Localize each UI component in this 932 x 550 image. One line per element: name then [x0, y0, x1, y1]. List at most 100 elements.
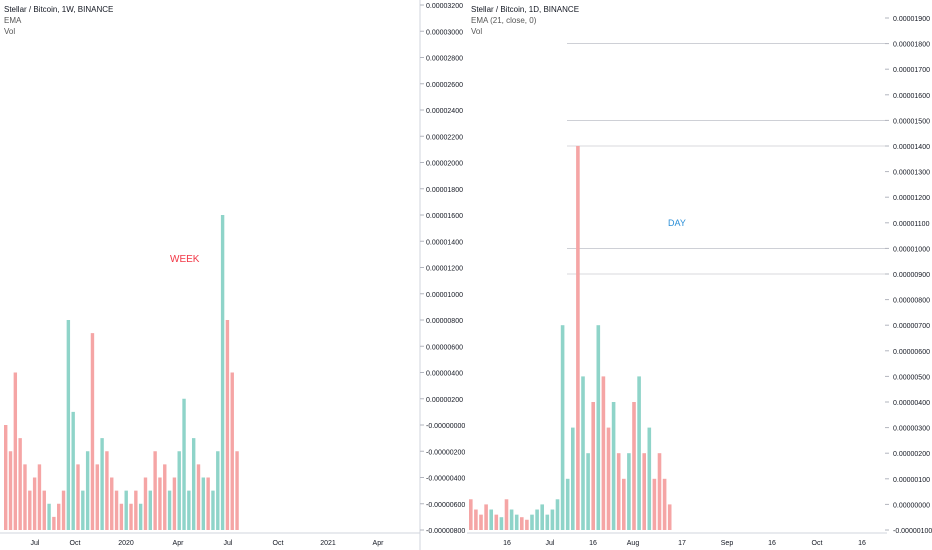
daily-volume-bar: [647, 427, 652, 530]
daily-y-tick-label: -0.00000100: [893, 528, 932, 535]
daily-volume-label: Vol: [471, 27, 483, 36]
daily-volume-bar: [565, 478, 570, 530]
weekly-volume-bar: [61, 490, 66, 530]
weekly-y-tick-label: 0.00003000: [426, 29, 463, 36]
daily-y-tick-label: 0.00001600: [893, 93, 930, 100]
weekly-y-tick-label: 0.00002000: [426, 161, 463, 168]
daily-y-tick-label: 0.00001900: [893, 16, 930, 23]
daily-y-tick-label: 0.00001200: [893, 195, 930, 202]
weekly-y-tick-label: 0.00002400: [426, 108, 463, 115]
weekly-volume-bar: [18, 438, 22, 530]
weekly-annotation: WEEK: [170, 254, 200, 265]
weekly-volume-bar: [196, 464, 201, 530]
weekly-volume-bar: [148, 490, 152, 530]
weekly-chart-canvas[interactable]: 0.00003200 0.00003000 0.00002800 0.00002600…: [0, 0, 467, 550]
daily-chart-canvas[interactable]: 0.00001900 0.00001800 0.00001700 0.00001600…: [467, 0, 932, 550]
daily-y-tick-label: 0.00000500: [893, 374, 930, 381]
weekly-volume-bar: [201, 477, 206, 530]
weekly-volume-bar: [37, 464, 42, 530]
weekly-volume-bar: [153, 451, 157, 530]
daily-chart-legend: Stellar / Bitcoin, 1D, BINANCE EMA (21, …: [471, 4, 579, 37]
daily-y-tick-label: 0.00001700: [893, 67, 930, 74]
weekly-volume-bar: [57, 503, 61, 530]
weekly-y-tick-label: 0.00001600: [426, 213, 463, 220]
weekly-volume-bar: [220, 215, 225, 530]
weekly-volume-bar: [191, 438, 196, 530]
daily-volume-bar: [540, 504, 544, 530]
weekly-x-tick-label: Jul: [31, 540, 40, 547]
daily-volume-bar: [484, 504, 488, 530]
weekly-volume-bar: [100, 438, 104, 530]
weekly-volume-bar: [124, 490, 128, 530]
weekly-volume-bar: [163, 464, 167, 530]
weekly-volume-bar: [23, 464, 27, 530]
daily-x-tick-label: Aug: [627, 540, 640, 547]
weekly-y-tick-label: -0.00000800: [426, 528, 465, 535]
weekly-volume-bar: [167, 490, 172, 530]
weekly-volume-bar: [134, 490, 138, 530]
weekly-volume-bar: [85, 451, 90, 530]
weekly-volume-bar: [114, 490, 119, 530]
weekly-volume-bar: [110, 477, 114, 530]
daily-volume-bar: [637, 376, 641, 530]
weekly-chart-panel[interactable]: Stellar / Bitcoin, 1W, BINANCE EMA Vol 0…: [0, 0, 467, 550]
weekly-y-tick-label: 0.00001800: [426, 187, 463, 194]
weekly-volume-bar: [42, 490, 46, 530]
weekly-x-tick-label: Oct: [70, 540, 81, 547]
weekly-x-tick-label: Apr: [373, 540, 385, 547]
weekly-y-tick-label: -0.00000600: [426, 502, 465, 509]
weekly-volume-bar: [158, 477, 162, 530]
weekly-chart-legend: Stellar / Bitcoin, 1W, BINANCE EMA Vol: [4, 4, 113, 37]
daily-volume-bar: [622, 478, 626, 530]
weekly-volume-label: Vol: [4, 27, 16, 36]
daily-annotation: DAY: [668, 218, 686, 228]
daily-x-tick-label: 16: [768, 540, 776, 547]
daily-x-tick-label: Jul: [546, 540, 555, 547]
weekly-volume-bar: [235, 451, 239, 530]
daily-x-tick-label: 16: [503, 540, 511, 547]
daily-volume-bar: [550, 509, 555, 530]
daily-volume-bar: [586, 453, 590, 530]
weekly-volume-bar: [32, 477, 37, 530]
weekly-volume-bar: [28, 490, 32, 530]
daily-y-tick-label: 0.00001800: [893, 42, 930, 49]
weekly-volume-bar: [172, 477, 177, 530]
daily-volume-bar: [530, 514, 534, 530]
daily-x-tick-label: Sep: [721, 540, 734, 547]
daily-volume-bar: [632, 402, 636, 530]
weekly-volume-bar: [13, 372, 18, 530]
weekly-x-tick-label: Apr: [173, 540, 185, 547]
daily-y-tick-label: 0.00001500: [893, 118, 930, 125]
weekly-chart-title: Stellar / Bitcoin, 1W, BINANCE: [4, 5, 114, 14]
weekly-volume-bar: [187, 490, 191, 530]
daily-volume-bar: [576, 146, 580, 530]
daily-y-tick-label: 0.00000400: [893, 400, 930, 407]
daily-volume-bar: [535, 509, 539, 530]
weekly-y-tick-label: 0.00001400: [426, 239, 463, 246]
daily-chart-title: Stellar / Bitcoin, 1D, BINANCE: [471, 5, 580, 14]
weekly-x-tick-label: 2020: [118, 540, 134, 547]
daily-volume-bar: [525, 519, 529, 530]
weekly-volume-bar: [177, 451, 181, 530]
weekly-volume-bar: [81, 490, 85, 530]
daily-volume-bar: [499, 517, 504, 530]
daily-chart-panel[interactable]: Stellar / Bitcoin, 1D, BINANCE EMA (21, …: [467, 0, 932, 550]
daily-volume-bar: [474, 509, 478, 530]
weekly-y-tick-label: 0.00002200: [426, 134, 463, 141]
weekly-y-tick-label: 0.00001000: [426, 292, 463, 299]
daily-x-tick-label: Oct: [812, 540, 823, 547]
weekly-y-tick-label: 0.00000400: [426, 371, 463, 378]
weekly-volume-bar: [216, 451, 220, 530]
daily-x-tick-label: 16: [589, 540, 597, 547]
daily-volume-bar: [601, 376, 606, 530]
daily-y-tick-label: 0.00000900: [893, 272, 930, 279]
daily-y-tick-label: 0.00001300: [893, 170, 930, 177]
daily-volume-bar: [591, 402, 595, 530]
weekly-x-tick-label: 2021: [320, 540, 336, 547]
daily-volume-bar: [657, 453, 662, 530]
weekly-volume-bar: [47, 503, 51, 530]
weekly-volume-bar: [66, 320, 71, 530]
weekly-volume-bar: [138, 503, 143, 530]
weekly-volume-bar: [95, 464, 99, 530]
daily-volume-bar: [520, 517, 524, 530]
